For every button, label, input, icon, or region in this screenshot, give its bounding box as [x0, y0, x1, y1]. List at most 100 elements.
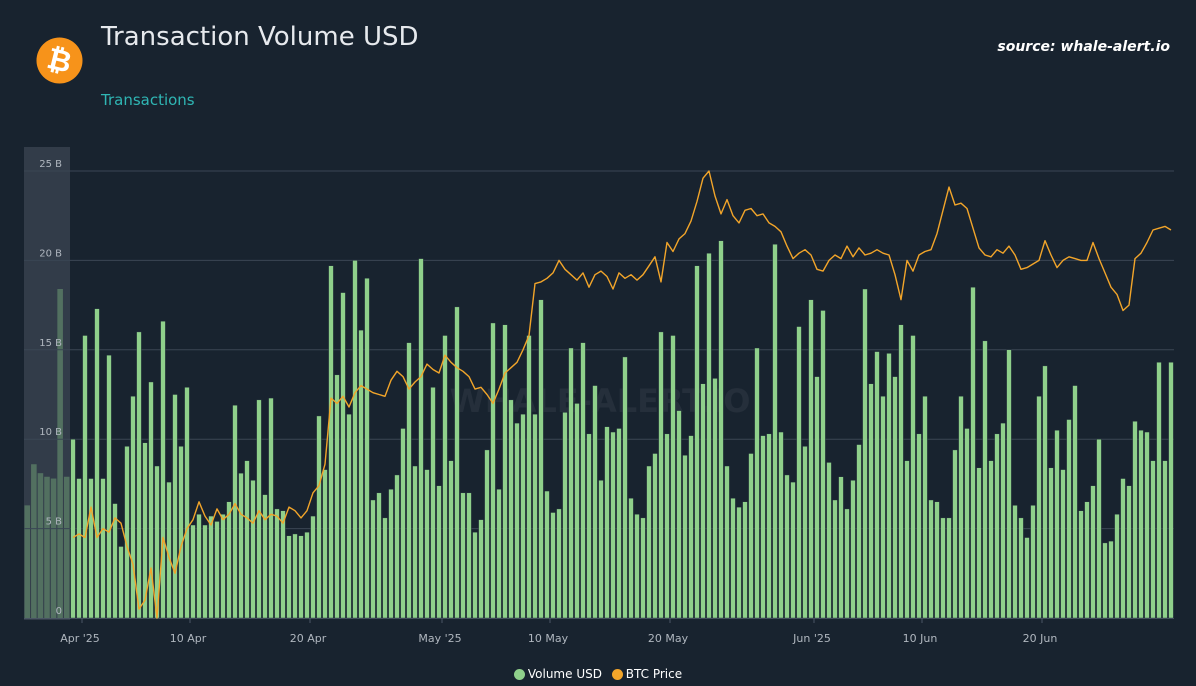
- volume-bar: [304, 531, 310, 619]
- volume-bar: [466, 492, 472, 619]
- volume-bar: [358, 329, 364, 619]
- volume-bar: [832, 499, 838, 619]
- volume-bar: [100, 478, 106, 619]
- volume-bar: [172, 394, 178, 619]
- volume-bar: [562, 412, 568, 619]
- volume-bar: [1060, 469, 1066, 619]
- volume-bar: [970, 287, 976, 619]
- y-axis-tick-label: 5 B: [46, 517, 63, 528]
- y-axis-tick-label: 15 B: [39, 338, 62, 349]
- volume-bar: [532, 413, 538, 619]
- volume-bar: [796, 326, 802, 619]
- volume-bar: [442, 335, 448, 619]
- volume-bar: [754, 347, 760, 619]
- volume-bar: [196, 514, 202, 619]
- volume-bar: [382, 517, 388, 619]
- volume-bar: [844, 508, 850, 619]
- volume-bar: [1090, 485, 1096, 619]
- legend-volume-label: Volume USD: [527, 667, 602, 681]
- volume-bar: [790, 481, 796, 619]
- volume-bar: [1066, 419, 1072, 619]
- volume-bar: [568, 347, 574, 619]
- volume-bar: [556, 508, 562, 619]
- volume-bar: [826, 462, 832, 619]
- volume-bar: [766, 433, 772, 619]
- volume-bar: [274, 508, 280, 619]
- volume-bar: [934, 501, 940, 619]
- chart-legend: Volume USD BTC Price: [0, 667, 1196, 683]
- volume-bar: [946, 517, 952, 619]
- volume-bar: [94, 308, 100, 619]
- volume-bar: [232, 405, 238, 619]
- x-axis-tick-label: Apr '25: [60, 632, 100, 645]
- volume-bar: [886, 353, 892, 619]
- volume-bar: [1012, 505, 1018, 619]
- volume-bar: [1030, 505, 1036, 619]
- volume-bar: [1114, 514, 1120, 619]
- volume-bar: [322, 469, 328, 619]
- volume-bar: [784, 474, 790, 619]
- volume-bar: [418, 258, 424, 619]
- chart-subtitle[interactable]: Transactions: [101, 91, 195, 109]
- volume-bar: [760, 435, 766, 619]
- legend-item-btc-price[interactable]: BTC Price: [611, 667, 683, 681]
- volume-bar: [364, 278, 370, 619]
- volume-bar: [1156, 362, 1162, 619]
- volume-bar: [310, 515, 316, 619]
- volume-bar: [982, 340, 988, 619]
- volume-bar: [1096, 439, 1102, 619]
- volume-bar: [1120, 478, 1126, 619]
- volume-bar: [292, 533, 298, 619]
- navigator-panel: [24, 147, 70, 620]
- volume-bar: [388, 489, 394, 619]
- volume-bar: [580, 342, 586, 619]
- volume-bar: [76, 478, 82, 619]
- volume-bar: [178, 446, 184, 619]
- volume-bar: [802, 446, 808, 619]
- volume-bar: [724, 465, 730, 619]
- volume-bar: [118, 546, 124, 619]
- volume-bar: [262, 494, 268, 619]
- volume-bar: [892, 376, 898, 619]
- legend-item-volume[interactable]: Volume USD: [513, 667, 602, 681]
- x-axis-tick-label: May '25: [418, 632, 461, 645]
- volume-bar: [940, 517, 946, 619]
- volume-bar: [538, 299, 544, 619]
- volume-bar: [868, 383, 874, 619]
- volume-bar: [916, 433, 922, 619]
- volume-bar: [190, 524, 196, 619]
- navigator-bar: [24, 505, 31, 618]
- volume-bar: [460, 492, 466, 619]
- volume-bar: [550, 512, 556, 619]
- volume-bar: [412, 465, 418, 619]
- volume-bar: [1048, 467, 1054, 619]
- volume-bar: [586, 433, 592, 619]
- y-axis-tick-label: 10 B: [39, 427, 62, 438]
- volume-bar: [328, 265, 334, 619]
- volume-bar: [520, 413, 526, 619]
- volume-bar: [376, 492, 382, 619]
- navigator-bar: [63, 476, 70, 618]
- volume-bar: [628, 498, 634, 619]
- legend-btc-price-label: BTC Price: [625, 667, 683, 681]
- volume-bar: [400, 428, 406, 619]
- volume-bar: [1108, 540, 1114, 619]
- volume-bar: [250, 480, 256, 619]
- volume-bar: [202, 524, 208, 619]
- x-axis-tick-label: 10 Jun: [903, 632, 938, 645]
- volume-bar: [928, 499, 934, 619]
- volume-bar: [514, 422, 520, 619]
- x-axis-tick-label: 20 Jun: [1023, 632, 1058, 645]
- x-axis-tick-label: 20 May: [648, 632, 689, 645]
- y-axis-tick-label: 20 B: [39, 248, 62, 259]
- volume-bar: [898, 324, 904, 619]
- volume-bar: [142, 442, 148, 619]
- volume-bar: [622, 356, 628, 619]
- volume-bar: [682, 455, 688, 619]
- volume-bar: [598, 480, 604, 619]
- volume-bar: [1072, 385, 1078, 619]
- volume-bar: [1006, 349, 1012, 619]
- volume-bar: [964, 428, 970, 619]
- volume-bar: [658, 331, 664, 619]
